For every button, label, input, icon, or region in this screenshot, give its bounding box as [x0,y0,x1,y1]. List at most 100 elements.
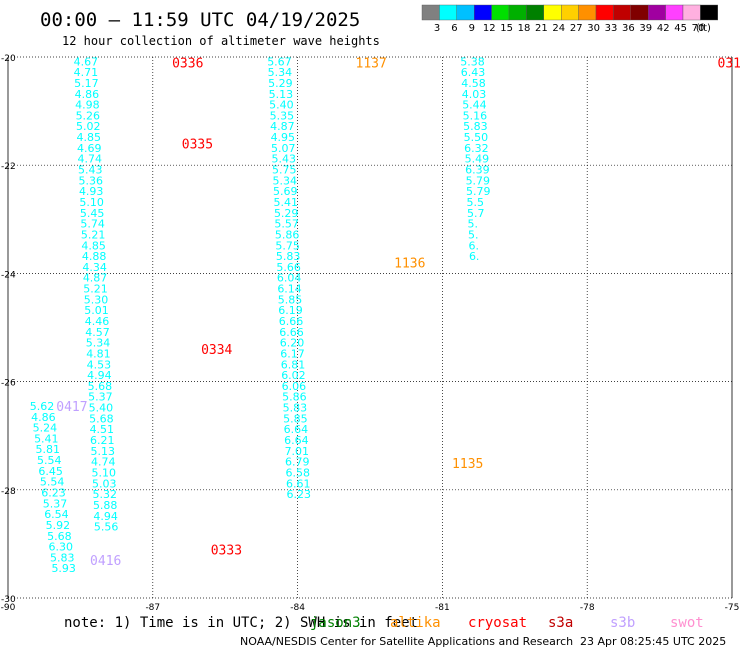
satellite-legend-item: s3b [610,615,635,631]
wave-height-label: 5.40 [269,99,294,112]
wave-height-label: 5.41 [273,196,298,209]
wave-height-label: 5.38 [460,55,485,68]
wave-height-label: 6.14 [277,283,302,296]
pass-time-label: 0416 [90,554,121,569]
x-tick-label: -81 [435,603,450,613]
y-tick-label: -22 [1,162,16,172]
wave-height-label: 6.58 [286,466,311,479]
wave-height-label: 4.94 [87,369,112,382]
wave-height-label: 5.54 [37,454,62,467]
colorbar-swatch [700,4,719,21]
colorbar-tick-label: 30 [587,23,600,34]
wave-height-label: 5.85 [278,293,303,306]
pass-time-label: 0333 [211,543,242,558]
wave-height-label: 5.54 [40,476,65,489]
wave-height-label: 5.40 [89,402,114,415]
wave-height-label: 4.87 [83,272,108,285]
wave-height-label: 5.83 [463,120,488,133]
colorbar-swatch [578,4,597,21]
pass-time-label: 1137 [356,56,387,71]
wave-height-label: 4.03 [462,88,487,101]
colorbar-swatch [630,4,649,21]
colorbar-swatch [439,4,457,21]
wave-height-label: 6.30 [49,541,74,554]
colorbar-unit: (ft) [696,23,711,34]
pass-time-label: 0335 [182,138,213,153]
colorbar-tick-label: 42 [657,23,670,34]
wave-height-label: 4.71 [74,66,99,79]
wave-height-label: 4.69 [77,142,102,155]
wave-height-label: 5.57 [274,218,299,231]
wave-height-label: 5. [467,218,478,231]
wave-height-label: 6.39 [465,164,490,177]
wave-height-label: 5.21 [83,283,108,296]
wave-height-label: 5.49 [465,153,490,166]
wave-height-label: 5.34 [268,66,293,79]
wave-height-label: 5.37 [43,497,68,510]
y-tick-label: -26 [1,379,16,389]
satellite-legend-item: jason3 [310,615,361,631]
colorbar-tick-label: 33 [605,23,618,34]
wave-height-label: 5.79 [466,185,491,198]
wave-height-label: 4.74 [78,153,103,166]
wave-height-label: 6.17 [280,347,305,360]
x-tick-label: -87 [145,603,160,613]
wave-height-label: 4.87 [270,120,295,133]
pass-time-label: 0336 [172,56,203,71]
colorbar-swatch [613,4,632,21]
wave-height-label: 5.67 [267,55,292,68]
colorbar-swatch [543,4,562,21]
wave-height-label: 4.86 [31,411,56,424]
colorbar-tick-label: 12 [483,23,496,34]
colorbar-swatch [595,4,614,21]
wave-height-label: 5.26 [76,109,101,122]
wave-height-label: 5.74 [80,218,105,231]
wave-height-label: 4.67 [74,55,99,68]
colorbar-tick-label: 24 [552,23,565,34]
wave-height-label: 5.13 [269,88,294,101]
colorbar-tick-label: 15 [500,23,513,34]
wave-height-label: 6.32 [464,142,489,155]
wave-height-label: 5.10 [79,196,104,209]
wave-height-label: 5.21 [81,228,106,241]
pass-time-label: 0334 [201,343,232,358]
wave-height-label: 5.32 [92,488,117,501]
wave-height-label: 7.01 [285,445,310,458]
wave-height-label: 5.10 [92,466,117,479]
wave-height-label: 6.23 [286,488,311,501]
wave-height-label: 5.29 [268,77,293,90]
wave-height-label: 5.92 [46,519,70,532]
colorbar-swatch [474,4,492,21]
chart-subtitle: 12 hour collection of altimeter wave hei… [62,34,380,48]
wave-height-label: 5.24 [33,422,58,435]
wave-height-label: 4.98 [75,99,100,112]
footer-timestamp: 23 Apr 08:25:45 UTC 2025 [580,635,726,648]
colorbar-swatch [491,4,510,21]
wave-height-label: 6.19 [278,304,303,317]
wave-height-label: 4.58 [461,77,486,90]
wave-height-label: 5.45 [80,207,105,220]
wave-height-label: 5.75 [275,239,300,252]
colorbar-tick-label: 6 [451,23,457,34]
wave-height-label: 6.54 [44,508,68,521]
wave-height-label: 6.64 [284,423,309,436]
wave-height-label: 5.37 [88,391,113,404]
wave-height-label: 5.5 [467,196,485,209]
wave-height-label: 5.01 [84,304,109,317]
wave-height-label: 6. [468,239,479,252]
colorbar-tick-label: 9 [469,23,475,34]
wave-height-label: 5.07 [271,142,296,155]
pass-time-label: 1135 [452,457,483,472]
colorbar-legend: 3 6 9 12 15 18 21 24 27 30 33 36 39 42 45 70(ft) [421,4,719,34]
colorbar-swatch [665,4,684,21]
wave-height-label: 5.03 [92,477,117,490]
wave-height-label: 6. [469,250,480,263]
colorbar-swatch [682,4,701,21]
map-grid: -90 -87 -84 -81 -78 -75 -30 -28 -26 -24 -22 -20 [1,54,740,613]
wave-height-label: 6.61 [286,477,311,490]
wave-height-label: 5.86 [275,228,300,241]
wave-height-label: 5.81 [36,443,61,456]
wave-height-label: 5.62 [30,400,55,413]
satellite-legend-item: cryosat [468,615,527,631]
wave-height-label: 6.64 [284,434,309,447]
